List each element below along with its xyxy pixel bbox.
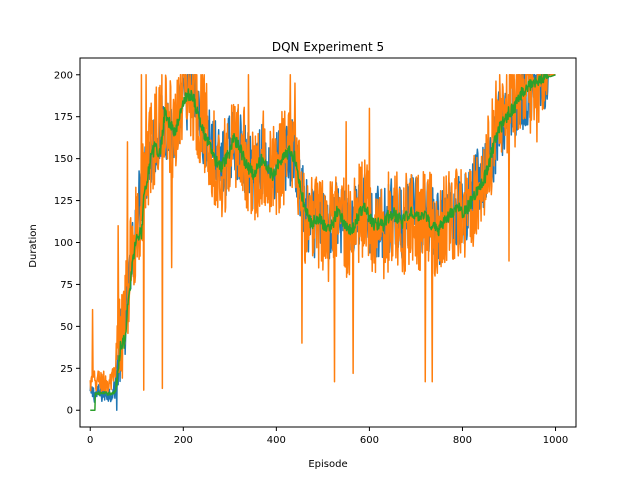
chart-title: DQN Experiment 5 [272, 40, 384, 54]
y-tick-label: 175 [54, 112, 73, 123]
y-tick-label: 200 [54, 70, 73, 81]
y-axis-ticks: 0 25 50 75 100 125 150 175 200 [54, 70, 80, 417]
y-tick-label: 75 [60, 280, 73, 291]
x-tick-label: 600 [360, 435, 379, 446]
series-line-green [89, 74, 556, 411]
x-axis-label: Episode [308, 459, 347, 470]
y-tick-label: 150 [54, 154, 73, 165]
y-tick-label: 125 [54, 196, 73, 207]
y-tick-label: 50 [60, 322, 73, 333]
x-tick-label: 0 [87, 435, 93, 446]
y-tick-label: 0 [67, 406, 73, 417]
y-tick-label: 25 [60, 364, 73, 375]
x-tick-label: 1000 [543, 435, 568, 446]
y-tick-label: 100 [54, 238, 73, 249]
x-axis-ticks: 0 200 400 600 800 1000 [87, 427, 568, 446]
x-tick-label: 800 [453, 435, 472, 446]
y-axis-label: Duration [28, 224, 39, 267]
x-tick-label: 200 [174, 435, 193, 446]
series-layer [89, 74, 556, 411]
x-tick-label: 400 [267, 435, 286, 446]
